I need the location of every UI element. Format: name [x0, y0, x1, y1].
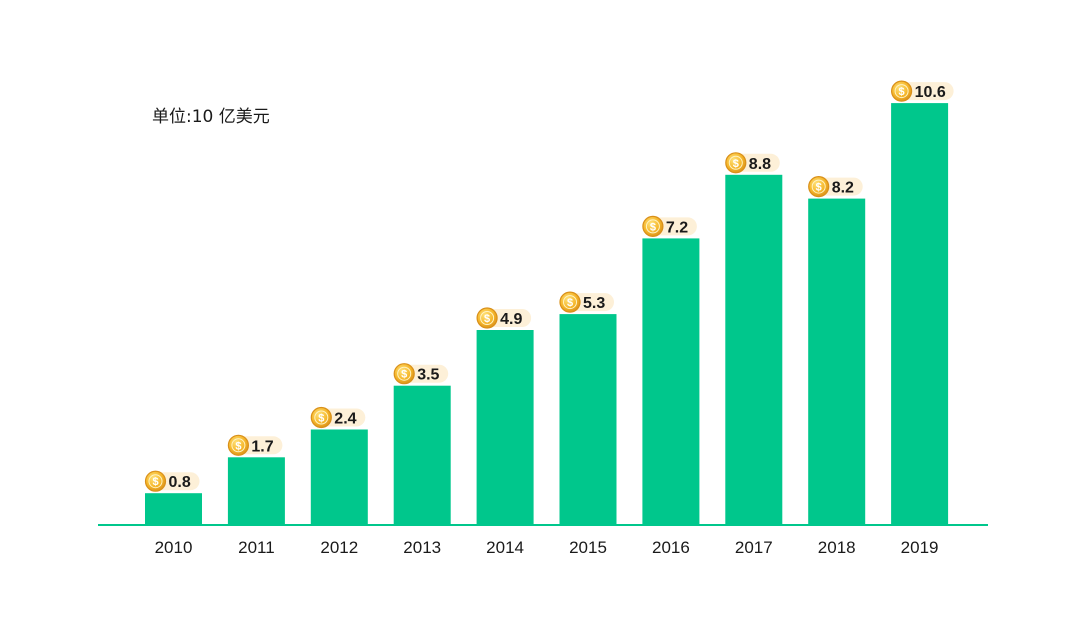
- x-tick-2012: 2012: [320, 538, 358, 557]
- dollar-coin-icon: $: [559, 291, 581, 313]
- svg-text:$: $: [816, 182, 822, 194]
- x-tick-2015: 2015: [569, 538, 607, 557]
- value-label-2012: $2.4: [310, 406, 366, 429]
- value-label-2013: $3.5: [393, 363, 449, 385]
- bar-2016: [642, 238, 700, 525]
- dollar-coin-icon: $: [227, 434, 249, 456]
- bar-2014: [476, 330, 534, 525]
- svg-text:$: $: [567, 297, 573, 309]
- svg-text:$: $: [401, 369, 407, 381]
- value-label-text: 4.9: [500, 311, 522, 328]
- x-axis-ticks: 2010 2011 2012 2013 2014 2015 2016 2017 2018 2019: [155, 538, 939, 557]
- bar-2015: [559, 314, 617, 525]
- dollar-coin-icon: $: [642, 215, 664, 237]
- svg-text:$: $: [650, 221, 656, 233]
- value-label-text: 1.7: [251, 438, 273, 455]
- dollar-coin-icon: $: [808, 176, 830, 198]
- svg-text:$: $: [318, 413, 324, 425]
- x-tick-2010: 2010: [155, 538, 193, 557]
- x-tick-2017: 2017: [735, 538, 773, 557]
- svg-text:$: $: [152, 476, 158, 488]
- x-tick-2013: 2013: [403, 538, 441, 557]
- value-label-text: 10.6: [915, 84, 946, 101]
- value-label-2015: $5.3: [559, 291, 614, 313]
- bar-2018: [808, 198, 866, 525]
- dollar-coin-icon: $: [890, 80, 913, 102]
- value-label-text: 5.3: [583, 295, 605, 312]
- value-label-2011: $1.7: [227, 434, 283, 456]
- label-badge: [899, 82, 954, 101]
- x-tick-2011: 2011: [238, 538, 275, 557]
- value-label-text: 2.4: [334, 411, 356, 428]
- value-label-text: 3.5: [417, 367, 439, 384]
- x-tick-2016: 2016: [652, 538, 690, 557]
- dollar-coin-icon: $: [476, 307, 498, 329]
- bar-2019: [891, 103, 949, 525]
- dollar-coin-icon: $: [310, 406, 332, 429]
- value-label-2014: $4.9: [476, 307, 532, 329]
- bar-2012: [310, 429, 368, 525]
- bars-group: [145, 103, 949, 526]
- x-tick-2019: 2019: [901, 538, 939, 557]
- bar-2010: [145, 493, 202, 525]
- value-label-2010: $0.8: [144, 470, 200, 492]
- value-label-2019: $10.6: [890, 80, 954, 102]
- svg-text:$: $: [899, 86, 905, 98]
- value-label-text: 7.2: [666, 219, 688, 236]
- value-label-text: 0.8: [169, 474, 191, 491]
- bar-2013: [393, 385, 451, 525]
- dollar-coin-icon: $: [725, 152, 747, 174]
- value-label-2016: $7.2: [642, 215, 697, 237]
- value-label-2017: $8.8: [725, 152, 780, 174]
- dollar-coin-icon: $: [393, 363, 415, 385]
- value-labels-group: $0.8$ 1.7$ 2.4$ 3.5$ 4.9$ 5.3$ 7.2$ 8.8$ 8.2$ 10.…: [144, 80, 954, 492]
- svg-text:$: $: [235, 440, 241, 452]
- value-label-text: 8.8: [749, 156, 771, 173]
- svg-text:$: $: [733, 158, 739, 170]
- dollar-coin-icon: $: [144, 470, 167, 492]
- bar-2017: [725, 174, 783, 526]
- unit-label: 单位:10 亿美元: [152, 107, 270, 127]
- bar-2011: [227, 457, 285, 525]
- svg-text:$: $: [484, 313, 490, 325]
- value-label-2018: $8.2: [808, 176, 863, 198]
- x-tick-2014: 2014: [486, 538, 524, 557]
- value-label-text: 8.2: [832, 180, 854, 197]
- x-tick-2018: 2018: [818, 538, 856, 557]
